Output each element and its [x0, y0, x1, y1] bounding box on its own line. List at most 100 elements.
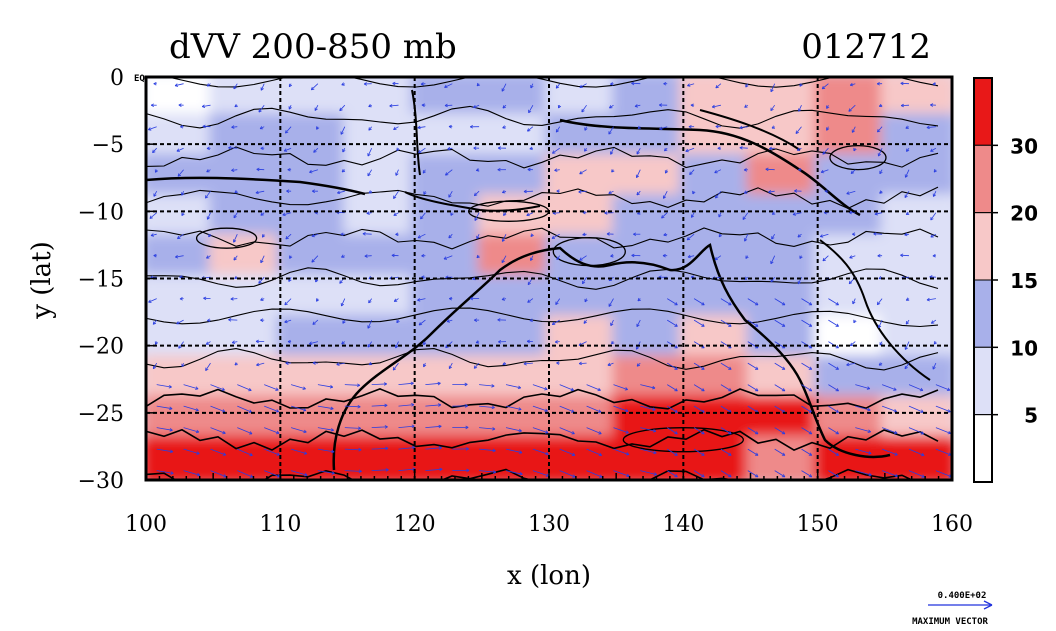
wind-vector — [389, 104, 399, 107]
wind-vector — [774, 384, 786, 392]
field-cell — [813, 274, 889, 323]
wind-vector — [233, 255, 238, 261]
wind-vector — [313, 147, 319, 153]
plot-area — [146, 77, 952, 480]
field-cell — [679, 314, 755, 364]
wind-vector-head — [606, 232, 610, 236]
wind-vector-head — [739, 146, 743, 150]
wind-vector-head — [835, 323, 839, 327]
wind-vector-head — [260, 87, 264, 91]
wind-vector — [446, 319, 453, 322]
wind-vector-head — [448, 365, 453, 370]
wind-vector-head — [717, 146, 721, 151]
wind-vector-head — [781, 474, 786, 478]
wind-vector-head — [289, 255, 293, 259]
wind-vector — [801, 427, 813, 435]
wind-vector-head — [849, 255, 853, 259]
wind-vector-head — [148, 299, 152, 303]
wind-vector-head — [176, 321, 180, 325]
wind-vector-head — [341, 82, 345, 86]
wind-vector — [339, 104, 346, 111]
wind-vector — [309, 169, 319, 173]
wind-vector-head — [311, 259, 315, 263]
wind-vector — [448, 233, 453, 239]
wind-vector-head — [303, 451, 308, 455]
wind-vector — [527, 298, 534, 303]
wind-vector — [371, 383, 387, 385]
x-axis-label: x (lon) — [507, 561, 591, 591]
wind-vector-head — [611, 169, 615, 173]
wind-vector-head — [231, 125, 235, 129]
wind-vector-head — [728, 388, 732, 392]
wind-vector-head — [946, 387, 951, 391]
wind-vector-head — [228, 318, 232, 322]
wind-vector-head — [231, 340, 236, 344]
wind-vector — [935, 448, 952, 456]
wind-vector-head — [446, 319, 450, 323]
wind-vector-head — [799, 83, 803, 87]
wind-vector-head — [201, 104, 206, 108]
wind-vector — [828, 298, 839, 306]
wind-vector-head — [341, 254, 345, 258]
wind-vector-head — [743, 168, 748, 172]
wind-vector-head — [168, 384, 172, 389]
wind-vector-head — [930, 216, 934, 221]
wind-vector-head — [835, 345, 839, 349]
wind-vector-head — [625, 408, 629, 413]
wind-vector-head — [835, 366, 839, 370]
wind-vector — [367, 341, 373, 348]
wind-vector — [691, 212, 695, 218]
wind-vector — [877, 126, 883, 133]
wind-vector-head — [661, 215, 665, 219]
wind-vector — [473, 104, 480, 108]
wind-vector-head — [439, 467, 443, 472]
wind-vector-head — [517, 385, 522, 390]
wind-vector — [874, 212, 883, 215]
field-cell — [545, 113, 621, 162]
wind-vector — [312, 319, 319, 325]
wind-vector — [666, 427, 678, 435]
wind-vector-head — [781, 323, 786, 327]
wind-vector — [474, 212, 480, 221]
wind-vector-head — [284, 319, 288, 324]
wind-vector-head — [607, 362, 611, 367]
wind-vector-head — [152, 321, 157, 325]
wind-vector-head — [686, 236, 691, 241]
wind-vector — [230, 298, 238, 300]
wind-vector — [237, 384, 252, 391]
wind-vector — [237, 470, 253, 478]
wind-vector-head — [529, 146, 533, 151]
wind-vector-head — [691, 214, 695, 218]
wind-vector-head — [444, 103, 448, 108]
wind-vector-head — [808, 366, 813, 370]
vector-legend-label: MAXIMUM VECTOR — [912, 617, 988, 627]
wind-vector-head — [674, 388, 678, 392]
wind-vector-head — [339, 107, 343, 112]
wind-vector — [586, 470, 603, 478]
wind-vector-head — [423, 363, 427, 368]
wind-vector-head — [905, 321, 910, 325]
wind-vector-head — [260, 146, 264, 151]
contour-line — [146, 146, 939, 169]
wind-vector-head — [526, 339, 531, 344]
wind-vector — [666, 319, 678, 327]
wind-vector-head — [476, 82, 481, 87]
x-tick-label: 140 — [662, 512, 704, 537]
wind-vector — [530, 255, 534, 261]
wind-vector-head — [745, 84, 749, 88]
x-tick-label: 100 — [125, 512, 167, 537]
wind-vector-head — [701, 474, 705, 478]
wind-vector-head — [357, 383, 361, 387]
wind-vector-head — [555, 129, 560, 133]
wind-vector-head — [234, 190, 238, 194]
wind-vector — [935, 384, 951, 391]
wind-vector-head — [527, 167, 531, 172]
wind-vector-head — [392, 367, 397, 371]
wind-vector — [774, 298, 786, 306]
wind-vector — [443, 255, 453, 260]
wind-vector — [290, 405, 307, 411]
wind-vector-head — [610, 151, 614, 155]
wind-vector-head — [154, 341, 159, 345]
wind-vector-head — [570, 387, 575, 392]
